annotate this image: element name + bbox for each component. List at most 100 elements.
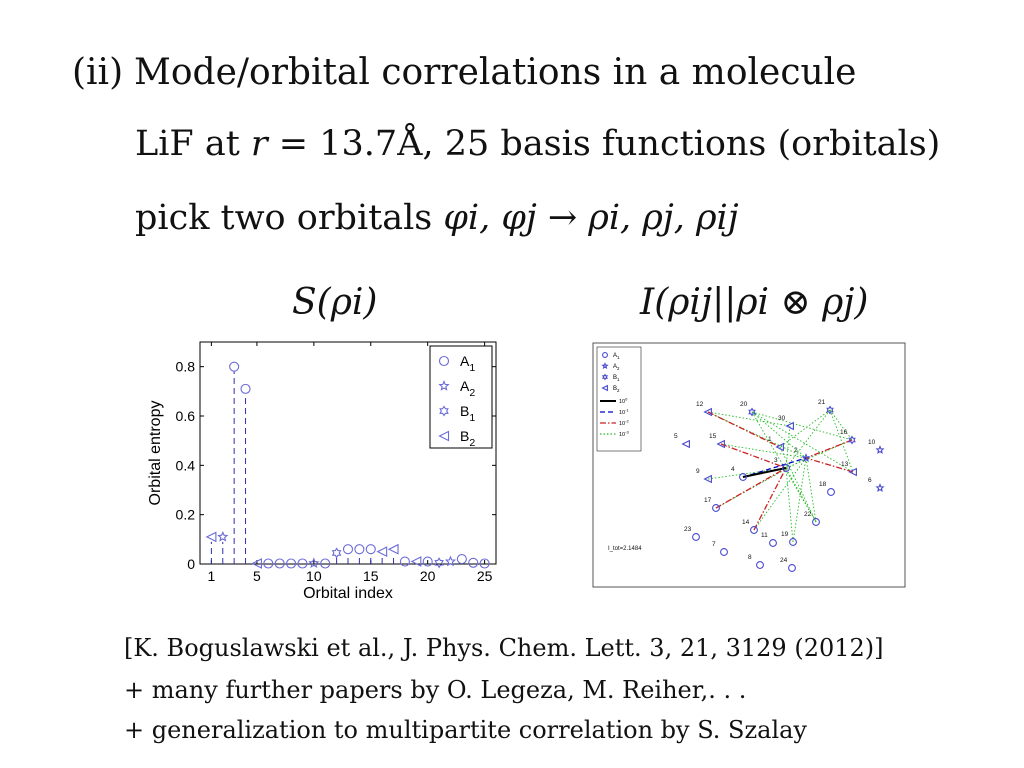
point-A2 xyxy=(217,531,229,542)
node-label: 15 xyxy=(709,433,717,440)
point-A1 xyxy=(468,557,479,568)
legend-line-label: 10-2 xyxy=(619,419,629,428)
heading-number: (ii) xyxy=(72,52,124,93)
point-A1 xyxy=(456,554,467,565)
node-22 xyxy=(812,518,820,526)
point-A1 xyxy=(263,558,274,569)
node-10 xyxy=(875,445,885,454)
legend-label: A2 xyxy=(460,378,475,399)
node-label: 20 xyxy=(740,401,748,408)
graph-edges xyxy=(707,409,854,543)
legend-label: A1 xyxy=(460,353,475,374)
slide-heading: (ii) Mode/orbital correlations in a molec… xyxy=(72,52,856,93)
node-label: 6 xyxy=(868,477,872,484)
node-21 xyxy=(826,405,834,415)
node-label: 18 xyxy=(819,481,827,488)
node-label: 10 xyxy=(868,439,876,446)
node-label: 3 xyxy=(774,457,778,464)
point-A2 xyxy=(444,555,457,567)
edge-dashdot xyxy=(805,439,853,459)
point-B2 xyxy=(251,558,262,569)
point-A1 xyxy=(479,558,490,569)
entropy-stems xyxy=(210,371,463,565)
graph-border xyxy=(592,342,906,588)
reference-3: + generalization to multipartite correla… xyxy=(124,716,807,744)
node-14 xyxy=(750,526,758,534)
edge-dotted xyxy=(785,409,831,469)
node-label: 16 xyxy=(840,429,848,436)
legend-line-label: 10-3 xyxy=(619,430,629,439)
basis-text: 25 basis functions (orbitals) xyxy=(444,124,941,164)
point-A1 xyxy=(286,558,297,569)
point-A1 xyxy=(365,544,376,555)
x-tick-label: 15 xyxy=(363,568,379,584)
reference-1: [K. Boguslawski et al., J. Phys. Chem. L… xyxy=(124,634,884,662)
edge-dashdot xyxy=(707,411,781,448)
edge-dashdot xyxy=(805,457,854,473)
edge-dashdot xyxy=(715,467,787,509)
x-tick-label: 5 xyxy=(253,568,261,584)
edge-dotted xyxy=(751,411,807,459)
entropy-label: S(ρi) xyxy=(292,282,378,323)
point-A1 xyxy=(354,544,365,555)
total-mi-annotation: I_tot=2.1484 xyxy=(608,546,642,552)
r-variable: r xyxy=(250,124,268,164)
edge-dotted xyxy=(792,457,807,543)
x-tick-label: 10 xyxy=(306,568,322,584)
node-4 xyxy=(739,473,747,481)
point-B1 xyxy=(331,547,342,559)
point-A1 xyxy=(229,361,240,372)
point-B2 xyxy=(205,531,217,543)
legend-line-label: 100 xyxy=(619,397,628,406)
node-3 xyxy=(782,464,790,472)
point-B2 xyxy=(410,556,422,567)
node-23 xyxy=(692,533,700,541)
graph-frame xyxy=(592,342,906,588)
edge-dotted xyxy=(720,443,807,459)
pick-text: pick two orbitals xyxy=(135,198,433,238)
point-A1 xyxy=(297,558,308,569)
node-label: 30 xyxy=(778,415,786,422)
legend-marker xyxy=(438,380,450,391)
equals-sign: = xyxy=(278,124,309,164)
legend-label: B1 xyxy=(460,403,475,424)
node-label: 19 xyxy=(781,531,789,538)
node-7 xyxy=(720,548,728,556)
graph-legend: A1 A2 B1 B2 100 10-1 10-2 10-3 xyxy=(596,346,642,452)
y-axis-label: Orbital entropy xyxy=(147,401,164,506)
point-A1 xyxy=(274,558,285,569)
node-13 xyxy=(848,467,857,477)
node-20 xyxy=(748,407,756,417)
legend-symbol xyxy=(602,352,608,358)
legend-symbol xyxy=(601,384,608,392)
x-tick-label: 25 xyxy=(477,568,493,584)
point-A1 xyxy=(399,556,410,567)
node-6 xyxy=(875,483,885,492)
node-16 xyxy=(848,435,856,445)
node-11 xyxy=(769,539,777,547)
edge-dashdot xyxy=(753,467,787,531)
molecule-line: LiF at r = 13.7Å, 25 basis functions (or… xyxy=(135,124,940,164)
node-label: 22 xyxy=(804,511,812,518)
y-tick-label: 0 xyxy=(187,556,195,572)
point-B2 xyxy=(376,546,388,558)
point-A1 xyxy=(240,383,251,394)
y-tick-label: 0.2 xyxy=(176,507,196,523)
y-tick-label: 0.4 xyxy=(176,457,196,473)
legend-marker xyxy=(439,405,449,417)
node-label: 24 xyxy=(780,557,788,564)
point-A2 xyxy=(308,557,320,569)
edge-dotted xyxy=(829,409,854,473)
legend-symbol-label: B1 xyxy=(613,375,620,382)
entropy-markers xyxy=(205,361,490,569)
x-tick-label: 20 xyxy=(420,568,436,584)
node-label: 11 xyxy=(761,532,768,539)
node-9 xyxy=(703,474,712,484)
y-tick-label: 0.6 xyxy=(176,408,196,424)
point-A1 xyxy=(422,556,433,567)
edge-dashdot xyxy=(720,443,787,469)
edge-dotted xyxy=(751,411,817,523)
node-label: 5 xyxy=(674,433,678,440)
